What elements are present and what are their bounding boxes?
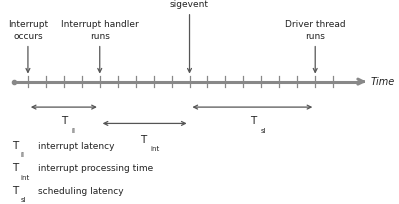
Text: int: int [21,174,30,181]
Text: T: T [12,186,18,196]
Text: T: T [12,163,18,173]
Text: T: T [140,135,147,145]
Text: Time: Time [370,76,395,87]
Text: scheduling latency: scheduling latency [38,187,124,196]
Text: Interrupt handler
finishes,
triggering a
sigevent: Interrupt handler finishes, triggering a… [151,0,228,9]
Text: Interrupt handler
runs: Interrupt handler runs [61,20,138,41]
Text: T: T [250,116,257,126]
Text: interrupt processing time: interrupt processing time [38,164,153,173]
Text: T: T [12,141,18,151]
Text: interrupt latency: interrupt latency [38,142,115,151]
Text: sl: sl [261,128,266,134]
Text: int: int [151,146,160,152]
Text: il: il [71,128,75,134]
Text: T: T [61,116,67,126]
Text: Interrupt
occurs: Interrupt occurs [8,20,48,41]
Text: Driver thread
runs: Driver thread runs [285,20,346,41]
Text: il: il [21,152,25,158]
Text: sl: sl [21,197,26,203]
